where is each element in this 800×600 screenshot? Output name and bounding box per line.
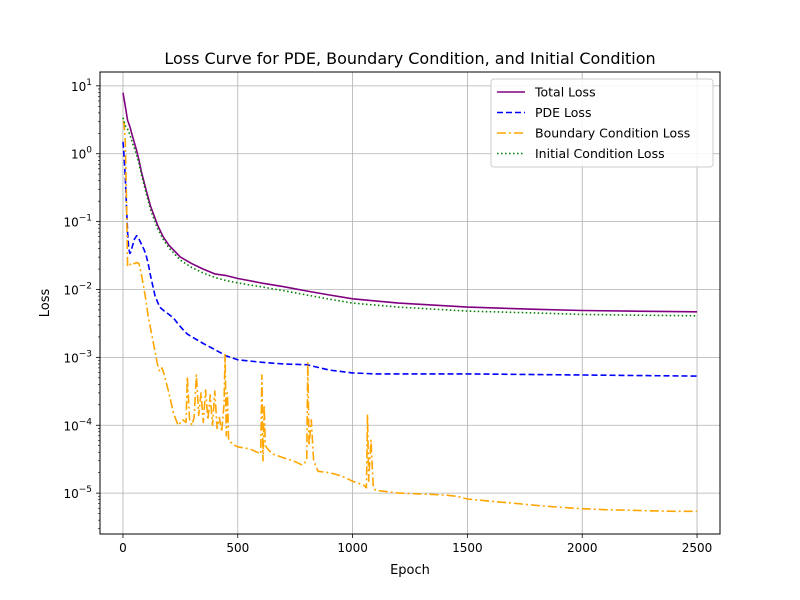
y-axis-ticks: 10−5 10−4 10−3 10−2 10−1 100 101 xyxy=(63,78,100,529)
x-tick-label: 1500 xyxy=(452,541,483,555)
series-line-4 xyxy=(122,117,698,317)
x-tick-label: 500 xyxy=(226,541,249,555)
y-tick-label: 10−1 xyxy=(63,214,92,230)
x-tick-label: 0 xyxy=(119,541,127,555)
plot-frame xyxy=(99,71,721,535)
x-tick-label: 2000 xyxy=(567,541,598,555)
x-axis-label: Epoch xyxy=(390,563,430,578)
y-tick-label: 10−3 xyxy=(63,349,92,365)
y-tick-label: 10−5 xyxy=(63,485,92,501)
y-tick-label: 10−4 xyxy=(63,417,92,433)
legend-label-4: Initial Condition Loss xyxy=(535,146,665,161)
plot-series xyxy=(122,92,698,513)
x-axis-ticks: 0 500 1000 1500 2000 2500 xyxy=(119,534,712,555)
y-tick-label: 101 xyxy=(71,78,92,94)
y-tick-label: 10−2 xyxy=(63,281,92,297)
x-tick-label: 1000 xyxy=(337,541,368,555)
legend-label-3: Boundary Condition Loss xyxy=(535,126,690,141)
legend: Total Loss PDE Loss Boundary Condition Los… xyxy=(490,78,714,168)
legend-box xyxy=(490,78,714,168)
series-line-2 xyxy=(122,141,698,377)
grid-lines xyxy=(100,72,720,534)
series-line-3 xyxy=(122,120,697,513)
x-tick-label: 2500 xyxy=(682,541,713,555)
y-axis-label: Loss xyxy=(38,289,53,318)
legend-label-2: PDE Loss xyxy=(535,105,591,120)
chart-title: Loss Curve for PDE, Boundary Condition, … xyxy=(164,49,655,68)
legend-label-1: Total Loss xyxy=(534,85,596,100)
y-tick-label: 100 xyxy=(71,146,92,162)
series-line-1 xyxy=(122,92,698,313)
